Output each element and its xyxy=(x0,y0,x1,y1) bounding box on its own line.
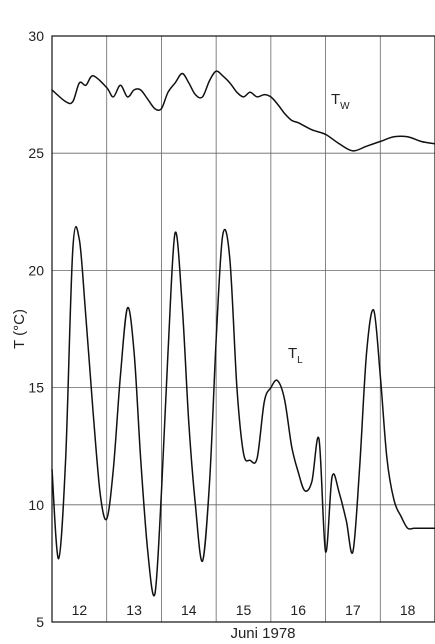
x-axis-label: Juni 1978 xyxy=(230,625,295,642)
y-tick-label: 25 xyxy=(28,145,44,161)
x-tick-label: 18 xyxy=(400,602,416,618)
grid-lines xyxy=(52,35,435,623)
x-tick-label: 16 xyxy=(290,602,306,618)
x-tick-label: 17 xyxy=(345,602,361,618)
x-tick-labels: 12 13 14 15 16 17 18 xyxy=(72,602,416,618)
y-tick-label: 20 xyxy=(28,262,44,278)
y-tick-label: 5 xyxy=(36,614,44,630)
y-axis-label: T (°C) xyxy=(11,309,28,349)
series-label-tl: TL xyxy=(288,345,303,366)
x-tick-label: 12 xyxy=(72,602,88,618)
series-label-tw: TW xyxy=(331,91,350,112)
plot-frame xyxy=(51,35,435,623)
y-tick-label: 30 xyxy=(28,28,44,44)
y-tick-label: 15 xyxy=(28,380,44,396)
series-line-tw xyxy=(51,70,435,152)
x-tick-label: 15 xyxy=(236,602,252,618)
series-line-tl xyxy=(51,226,435,597)
x-tick-label: 14 xyxy=(181,602,197,618)
series-lines xyxy=(51,70,435,597)
y-tick-label: 10 xyxy=(28,497,44,513)
x-tick-label: 13 xyxy=(126,602,142,618)
y-tick-labels: 5 10 15 20 25 30 xyxy=(28,28,44,630)
